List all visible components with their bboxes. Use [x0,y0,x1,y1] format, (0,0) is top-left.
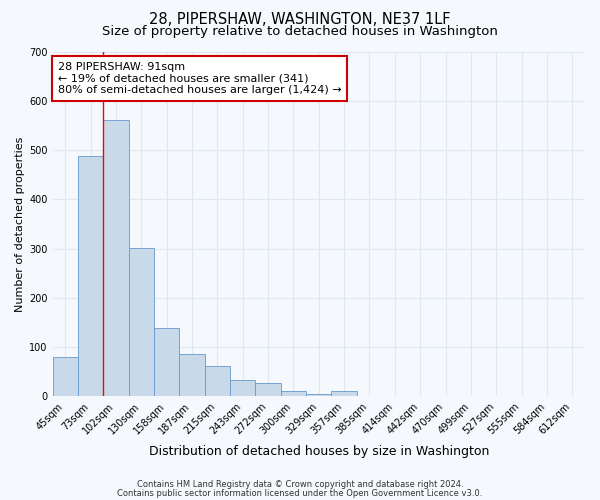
Bar [331,392,357,396]
Text: 28, PIPERSHAW, WASHINGTON, NE37 1LF: 28, PIPERSHAW, WASHINGTON, NE37 1LF [149,12,451,28]
Text: 28 PIPERSHAW: 91sqm
← 19% of detached houses are smaller (341)
80% of semi-detac: 28 PIPERSHAW: 91sqm ← 19% of detached ho… [58,62,341,95]
Bar [53,357,78,397]
Bar [230,380,256,396]
Bar [103,120,128,396]
Bar [281,392,306,396]
Bar [205,366,230,396]
Bar [128,248,154,396]
Bar [306,394,331,396]
Text: Contains HM Land Registry data © Crown copyright and database right 2024.: Contains HM Land Registry data © Crown c… [137,480,463,489]
Text: Contains public sector information licensed under the Open Government Licence v3: Contains public sector information licen… [118,488,482,498]
Bar [154,328,179,396]
Bar [179,354,205,397]
X-axis label: Distribution of detached houses by size in Washington: Distribution of detached houses by size … [149,444,489,458]
Bar [78,156,103,396]
Y-axis label: Number of detached properties: Number of detached properties [15,136,25,312]
Bar [256,383,281,396]
Text: Size of property relative to detached houses in Washington: Size of property relative to detached ho… [102,25,498,38]
